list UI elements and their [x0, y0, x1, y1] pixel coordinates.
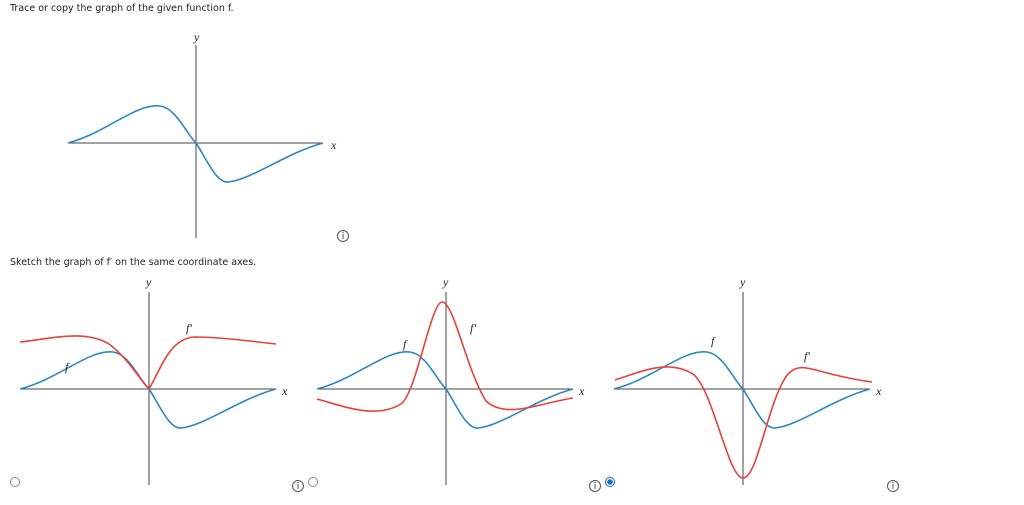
- radio-button[interactable]: [605, 477, 615, 487]
- info-ring: [887, 480, 899, 492]
- info-icon[interactable]: [589, 480, 601, 492]
- f-curve: [613, 351, 871, 429]
- info-dot: [297, 481, 299, 484]
- option: y x f f′: [308, 275, 601, 492]
- info-icon[interactable]: [337, 230, 349, 242]
- fprime-curve: [614, 366, 873, 479]
- question-prompt: Trace or copy the graph of the given fun…: [9, 3, 234, 14]
- radio-dot: [607, 479, 613, 485]
- f-label: f: [65, 360, 70, 374]
- fprime-curve: [316, 301, 574, 412]
- given-graph: y x: [67, 30, 337, 238]
- y-label: y: [193, 30, 200, 44]
- f-label: f: [711, 334, 716, 348]
- part-prompt: Sketch the graph of f′ on the same coord…: [10, 257, 256, 268]
- info-icon[interactable]: [292, 480, 304, 492]
- option: y x f f′: [10, 275, 304, 492]
- f-curve: [316, 351, 574, 429]
- radio-ring: [308, 477, 318, 487]
- option: y x f f′: [605, 275, 899, 492]
- y-label: y: [442, 275, 449, 289]
- y-label: y: [739, 275, 746, 289]
- info-icon[interactable]: [887, 480, 899, 492]
- f-curve: [19, 351, 277, 429]
- y-label: y: [145, 275, 152, 289]
- fprime-curve: [19, 335, 277, 391]
- radio-button[interactable]: [10, 477, 20, 487]
- info-dot: [594, 481, 596, 484]
- f-label: f: [403, 337, 408, 351]
- radio-button[interactable]: [308, 477, 318, 487]
- fprime-label: f′: [804, 349, 810, 363]
- info-ring: [589, 480, 601, 492]
- f-curve: [67, 105, 324, 183]
- info-ring: [292, 480, 304, 492]
- info-dot: [892, 481, 894, 484]
- fprime-label: f′: [470, 321, 476, 335]
- x-label: x: [330, 138, 337, 152]
- x-label: x: [875, 384, 882, 398]
- radio-ring: [10, 477, 20, 487]
- x-label: x: [578, 384, 585, 398]
- x-label: x: [281, 384, 288, 398]
- fprime-label: f′: [186, 321, 192, 335]
